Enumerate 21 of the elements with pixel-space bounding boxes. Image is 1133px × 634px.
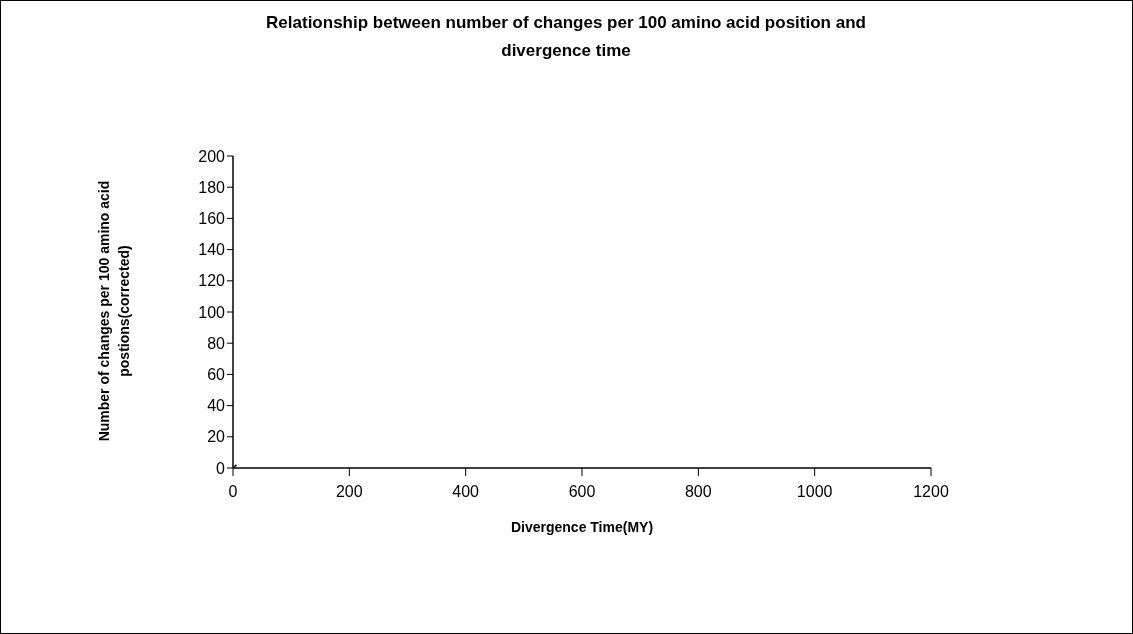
x-tick-label: 400 — [452, 483, 480, 501]
x-tick-label: 1000 — [796, 483, 833, 501]
x-axis-title: Divergence Time(MY) — [509, 519, 655, 535]
y-tick-label: 60 — [207, 366, 226, 384]
y-tick-label: 160 — [198, 210, 226, 228]
y-tick-label: 20 — [207, 428, 226, 446]
x-tick-label: 1200 — [913, 483, 949, 501]
x-tick-label: 200 — [335, 483, 363, 501]
y-tick-label: 200 — [198, 147, 226, 165]
x-tick-label: 600 — [568, 483, 596, 501]
y-tick-label: 120 — [198, 272, 226, 290]
x-tick-label: 800 — [684, 483, 712, 501]
y-tick-label: 80 — [207, 334, 226, 352]
x-tick-label: 0 — [228, 483, 238, 501]
y-tick-label: 140 — [198, 241, 226, 259]
y-tick-label: 180 — [198, 178, 226, 196]
y-tick-label: 100 — [198, 303, 226, 321]
y-tick-label: 40 — [207, 397, 226, 415]
y-tick-label: 0 — [216, 459, 226, 477]
chart-title: Relationship between number of changes per 100 amino acid position and divergence time — [266, 12, 866, 62]
y-axis-title: Number of changes per 100 amino acid postions(corrected) — [95, 179, 133, 444]
